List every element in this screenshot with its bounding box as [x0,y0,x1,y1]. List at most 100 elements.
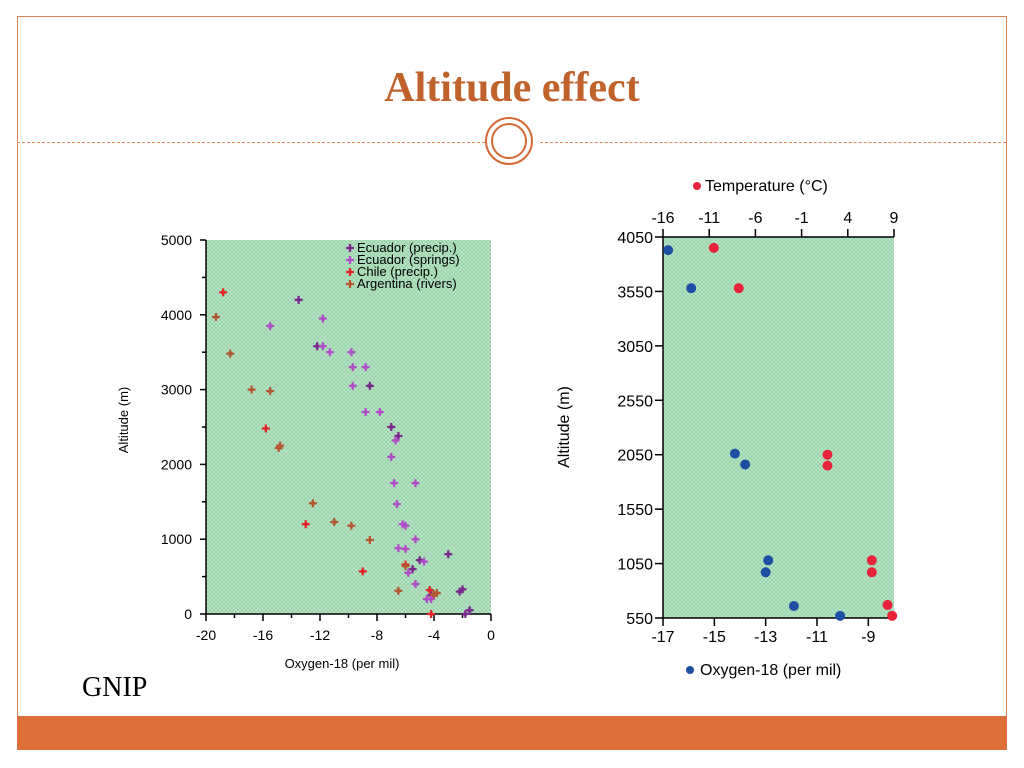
chart1-point [411,580,420,589]
chart1-point [226,349,235,358]
chart1-x-axis-label: Oxygen-18 (per mil) [285,656,400,671]
chart1-point [401,562,410,571]
chart1-x-tick-label: -4 [428,627,441,643]
chart2-point [760,567,771,578]
chart2-point [663,245,674,256]
chart1-point [394,544,403,553]
chart1-point [391,436,400,445]
chart2-point [866,555,877,566]
chart2-x-bottom-tick-label: -11 [806,629,828,646]
chart2-x-bottom-tick-label: -13 [754,629,777,646]
chart1-point [365,535,374,544]
source-label: GNIP [82,672,148,703]
chart2-y-tick-label: 550 [626,611,653,628]
chart1-point [348,381,357,390]
chart1-point [392,500,401,509]
chart1-point [247,385,256,394]
chart2-point [788,601,799,612]
chart1-x-tick-label: -8 [371,627,384,643]
chart1-point [211,313,220,322]
chart1-legend-marker [346,280,354,288]
chart1-point [458,585,467,594]
chart1-point [361,363,370,372]
chart2-y-tick-label: 2050 [617,448,653,465]
footer-bar [17,716,1007,750]
chart2-x-top-tick-label: -11 [698,210,720,227]
chart1-y-tick-label: 2000 [161,456,192,472]
chart1-point [301,520,310,529]
chart1-point [387,423,396,431]
chart1-point [404,568,413,577]
chart1-point [411,535,420,544]
chart1-point [390,479,399,488]
chart1-y-tick-label: 0 [184,606,192,622]
chart1-x-tick-label: -16 [253,627,273,643]
chart1-point [394,431,403,440]
circle-ornament-icon [485,117,533,165]
chart2-y-tick-label: 4050 [617,230,653,247]
chart2-point [866,567,877,578]
chart2-x-bottom-tick-label: -15 [703,629,726,646]
chart1-point [325,348,334,357]
chart1-point [461,610,470,618]
chart1-point [308,499,317,508]
chart2-y-axis-label: Altitude (m) [556,386,573,468]
chart1-y-tick-label: 5000 [161,232,192,248]
chart1-y-tick-label: 4000 [161,307,192,323]
chart1-x-tick-label: -20 [196,627,216,643]
chart2-x-top-tick-label: -1 [794,210,808,227]
chart1-point [387,452,396,461]
chart1-point [361,408,370,417]
chart2-y-tick-label: 3550 [617,284,653,301]
chart1-point [427,595,436,604]
chart1-x-tick-label: 0 [487,627,495,643]
chart1-legend-entry: Ecuador (precip.) [357,240,457,255]
chart1-point [394,586,403,595]
chart1-point [365,381,374,390]
chart2-point [686,283,697,294]
chart1-point [330,517,339,526]
chart2-point [708,242,719,253]
chart1-point [266,387,275,396]
chart1-point [347,521,356,530]
chart1-point [348,363,357,372]
slide-title: Altitude effect [384,65,640,111]
chart1-point [347,348,356,357]
chart2-top-legend-marker [693,182,701,190]
chart2-y-tick-label: 1550 [617,502,653,519]
chart2-plot-area [663,237,894,618]
chart2-point [835,610,846,621]
chart1-point [375,408,384,417]
chart2-point [887,610,898,621]
chart1-point [219,288,228,297]
chart1-plot-area [206,240,491,614]
chart1-legend-entry: Chile (precip.) [357,264,438,279]
chart2-x-top-tick-label: -16 [651,210,674,227]
chart1-y-tick-label: 1000 [161,531,192,547]
chart1-legend-marker [346,244,354,252]
chart1-point [401,544,410,553]
chart1-point [318,314,327,323]
chart2-y-tick-label: 1050 [617,557,653,574]
chart1-legend-entry: Argentina (rivers) [357,276,457,291]
chart1-point [358,567,367,576]
chart1-point [408,565,417,574]
title-divider-left [17,142,485,143]
chart1-point [432,589,441,598]
chart2-bottom-legend-marker [686,666,694,674]
chart2-bottom-axis-label: Oxygen-18 (per mil) [700,662,841,679]
chart1-y-tick-label: 3000 [161,382,192,398]
chart1-point [425,586,434,595]
chart2-top-axis-label: Temperature (°C) [705,178,828,195]
chart2-point [740,459,751,470]
slide-frame-left [17,16,18,716]
chart1-x-tick-label: -12 [310,627,330,643]
chart2-x-bottom-tick-label: -9 [861,629,875,646]
chart2-point [763,555,774,566]
chart2-point [822,449,833,460]
title-divider-right [540,142,1006,143]
slide-frame-top [17,16,1007,17]
chart1-legend-marker [346,256,354,264]
